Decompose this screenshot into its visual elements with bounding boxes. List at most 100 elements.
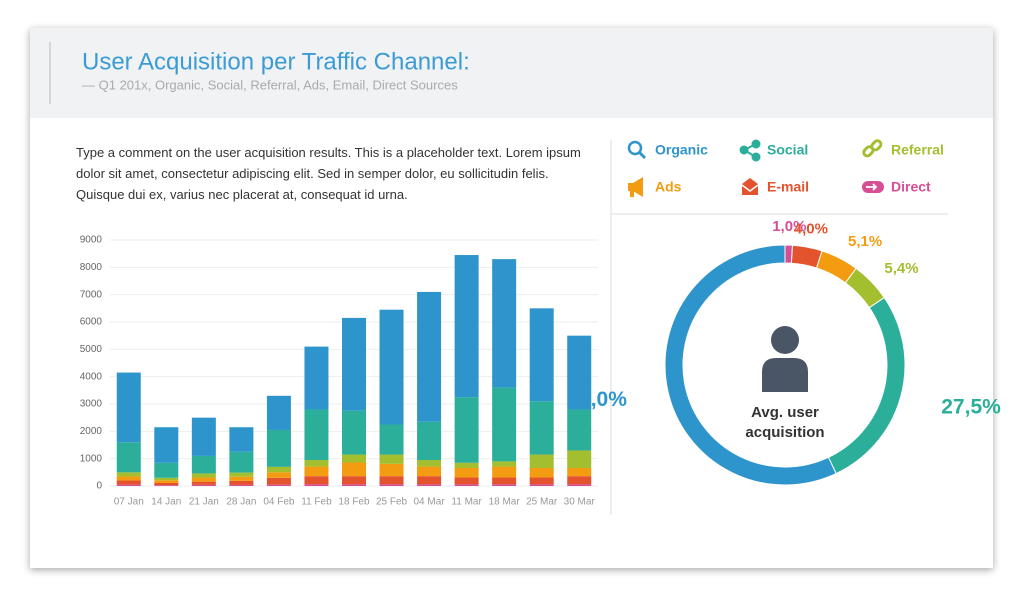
bar-segment — [454, 397, 479, 463]
bar-segment — [191, 481, 216, 485]
bar-segment — [342, 462, 366, 477]
bar-segment — [529, 484, 554, 486]
bar-segment — [266, 472, 291, 478]
bar-segment — [304, 466, 329, 477]
bar-segment — [417, 466, 442, 477]
bar-segment — [417, 484, 442, 486]
bar-segment — [154, 482, 179, 486]
subtitle: — Q1 201x, Organic, Social, Referral, Ad… — [82, 77, 458, 92]
bar-segment — [116, 472, 141, 477]
bar-segment — [379, 424, 404, 455]
bar-segment — [379, 309, 404, 425]
bar-segment — [229, 476, 254, 481]
data-label: 4,0% — [794, 220, 828, 237]
bar-segment — [154, 477, 179, 481]
bar-segment — [191, 455, 216, 474]
bar-segment — [529, 467, 554, 478]
x-tick-label: 21 Jan — [189, 497, 219, 508]
bar-segment — [304, 476, 329, 485]
bar-segment — [492, 466, 517, 478]
bar-segment — [116, 372, 141, 443]
bar-segment — [266, 477, 291, 485]
x-tick-label: 25 Mar — [526, 497, 558, 508]
bar-segment — [417, 460, 442, 467]
bar-segment — [492, 477, 517, 485]
bar-segment — [379, 484, 404, 486]
legend-label: Organic — [655, 142, 708, 158]
data-label: 57,0% — [567, 388, 627, 411]
legend-icons — [627, 139, 884, 197]
y-tick-label: 0 — [96, 481, 102, 492]
bar-segment — [191, 417, 216, 456]
bar-segment — [229, 427, 254, 452]
y-tick-label: 2000 — [80, 426, 103, 437]
x-tick-label: 04 Mar — [414, 497, 446, 508]
x-tick-label: 25 Feb — [376, 497, 408, 508]
bar-segment — [191, 477, 216, 482]
bar-segment — [529, 454, 554, 468]
bar-segment — [529, 401, 554, 455]
legend-label: Direct — [891, 179, 931, 195]
data-label: 27,5% — [941, 395, 1001, 418]
data-label: 5,1% — [848, 233, 882, 250]
bar-segment — [342, 410, 366, 455]
bar-segment — [454, 462, 479, 468]
bar-segment — [154, 485, 179, 486]
bar-segment — [229, 451, 254, 473]
legend-label: Ads — [655, 179, 682, 195]
x-tick-label: 11 Mar — [451, 497, 482, 508]
bar-segment — [492, 461, 517, 467]
legend-label: E-mail — [767, 179, 809, 195]
bar-segment — [304, 409, 329, 461]
y-tick-label: 6000 — [80, 317, 103, 328]
bar-segment — [116, 480, 141, 485]
bar-segment — [266, 395, 291, 430]
bar-segment — [454, 484, 479, 486]
title: User Acquisition per Traffic Channel: — [82, 48, 470, 75]
x-tick-label: 30 Mar — [564, 497, 596, 508]
comment: Type a comment on the user acquisition r… — [76, 145, 581, 202]
bar-segment — [116, 484, 141, 486]
y-tick-label: 7000 — [80, 289, 103, 300]
bar-segment — [529, 477, 554, 485]
bar-segment — [191, 484, 216, 486]
x-tick-label: 18 Feb — [338, 497, 370, 508]
bar-segment — [266, 429, 291, 467]
bar-segment — [417, 476, 442, 485]
bar-segment — [567, 450, 592, 468]
bar-segment — [492, 484, 517, 486]
center-label: Avg. user acquisition — [745, 404, 825, 441]
bar-segment — [492, 387, 517, 462]
bar-segment — [454, 467, 479, 478]
x-tick-label: 28 Jan — [226, 497, 256, 508]
bar-segment — [154, 480, 179, 483]
bar-segment — [567, 409, 592, 451]
bar-segment — [492, 259, 517, 388]
bar-segment — [116, 442, 141, 473]
y-tick-label: 5000 — [80, 344, 103, 355]
x-tick-label: 07 Jan — [114, 497, 144, 508]
donut-segment — [664, 244, 837, 486]
bar-segment — [229, 480, 254, 485]
bar-segment — [454, 477, 479, 485]
bar-segment — [417, 421, 442, 461]
y-tick-label: 8000 — [80, 262, 103, 273]
bar-segment — [342, 317, 366, 411]
bar-segment — [266, 484, 291, 486]
bar-segment — [417, 291, 442, 422]
data-label: 1,0% — [772, 218, 806, 235]
bar-segment — [154, 462, 179, 478]
bar-segment — [342, 484, 366, 486]
bar-segment — [229, 472, 254, 477]
bar-segment — [304, 484, 329, 486]
y-tick-label: 9000 — [80, 235, 103, 246]
y-tick-label: 3000 — [80, 399, 103, 410]
bar-segment — [342, 476, 366, 485]
header-band — [30, 28, 993, 118]
bar-segment — [191, 473, 216, 478]
y-tick-label: 1000 — [80, 453, 103, 464]
bar-segment — [529, 308, 554, 402]
x-tick-label: 14 Jan — [151, 497, 181, 508]
